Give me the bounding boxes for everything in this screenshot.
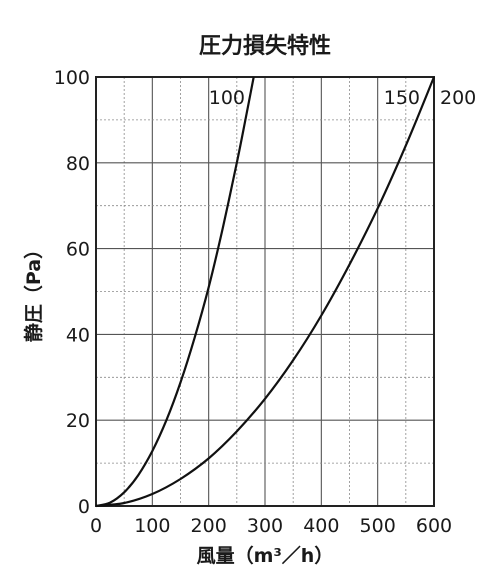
y-tick-label: 80 — [66, 153, 90, 175]
series-label-100: 100 — [209, 87, 245, 109]
y-tick-labels: 0 20 40 60 80 100 — [54, 67, 90, 518]
x-axis-label: 風量（m³／h） — [197, 544, 334, 567]
x-tick-label: 600 — [416, 515, 452, 537]
x-tick-label: 0 — [90, 515, 102, 537]
x-tick-label: 500 — [360, 515, 396, 537]
x-tick-labels: 0 100 200 300 400 500 600 — [90, 515, 452, 537]
x-tick-label: 100 — [134, 515, 170, 537]
y-tick-label: 20 — [66, 410, 90, 432]
x-tick-label: 400 — [303, 515, 339, 537]
y-tick-label: 40 — [66, 324, 90, 346]
y-axis-label: 静圧（Pa） — [22, 240, 45, 342]
y-tick-label: 60 — [66, 239, 90, 261]
series-label-200: 200 — [440, 87, 476, 109]
y-tick-label: 100 — [54, 67, 90, 89]
series-line-100 — [95, 76, 255, 508]
curves — [95, 76, 436, 508]
x-tick-label: 200 — [191, 515, 227, 537]
plot-frame — [95, 76, 435, 507]
chart-title: 圧力損失特性 — [199, 33, 331, 59]
y-tick-label: 0 — [78, 496, 90, 518]
series-line-150-200 — [95, 76, 436, 508]
series-label-150: 150 — [384, 87, 420, 109]
grid — [96, 77, 434, 506]
x-tick-label: 300 — [247, 515, 283, 537]
